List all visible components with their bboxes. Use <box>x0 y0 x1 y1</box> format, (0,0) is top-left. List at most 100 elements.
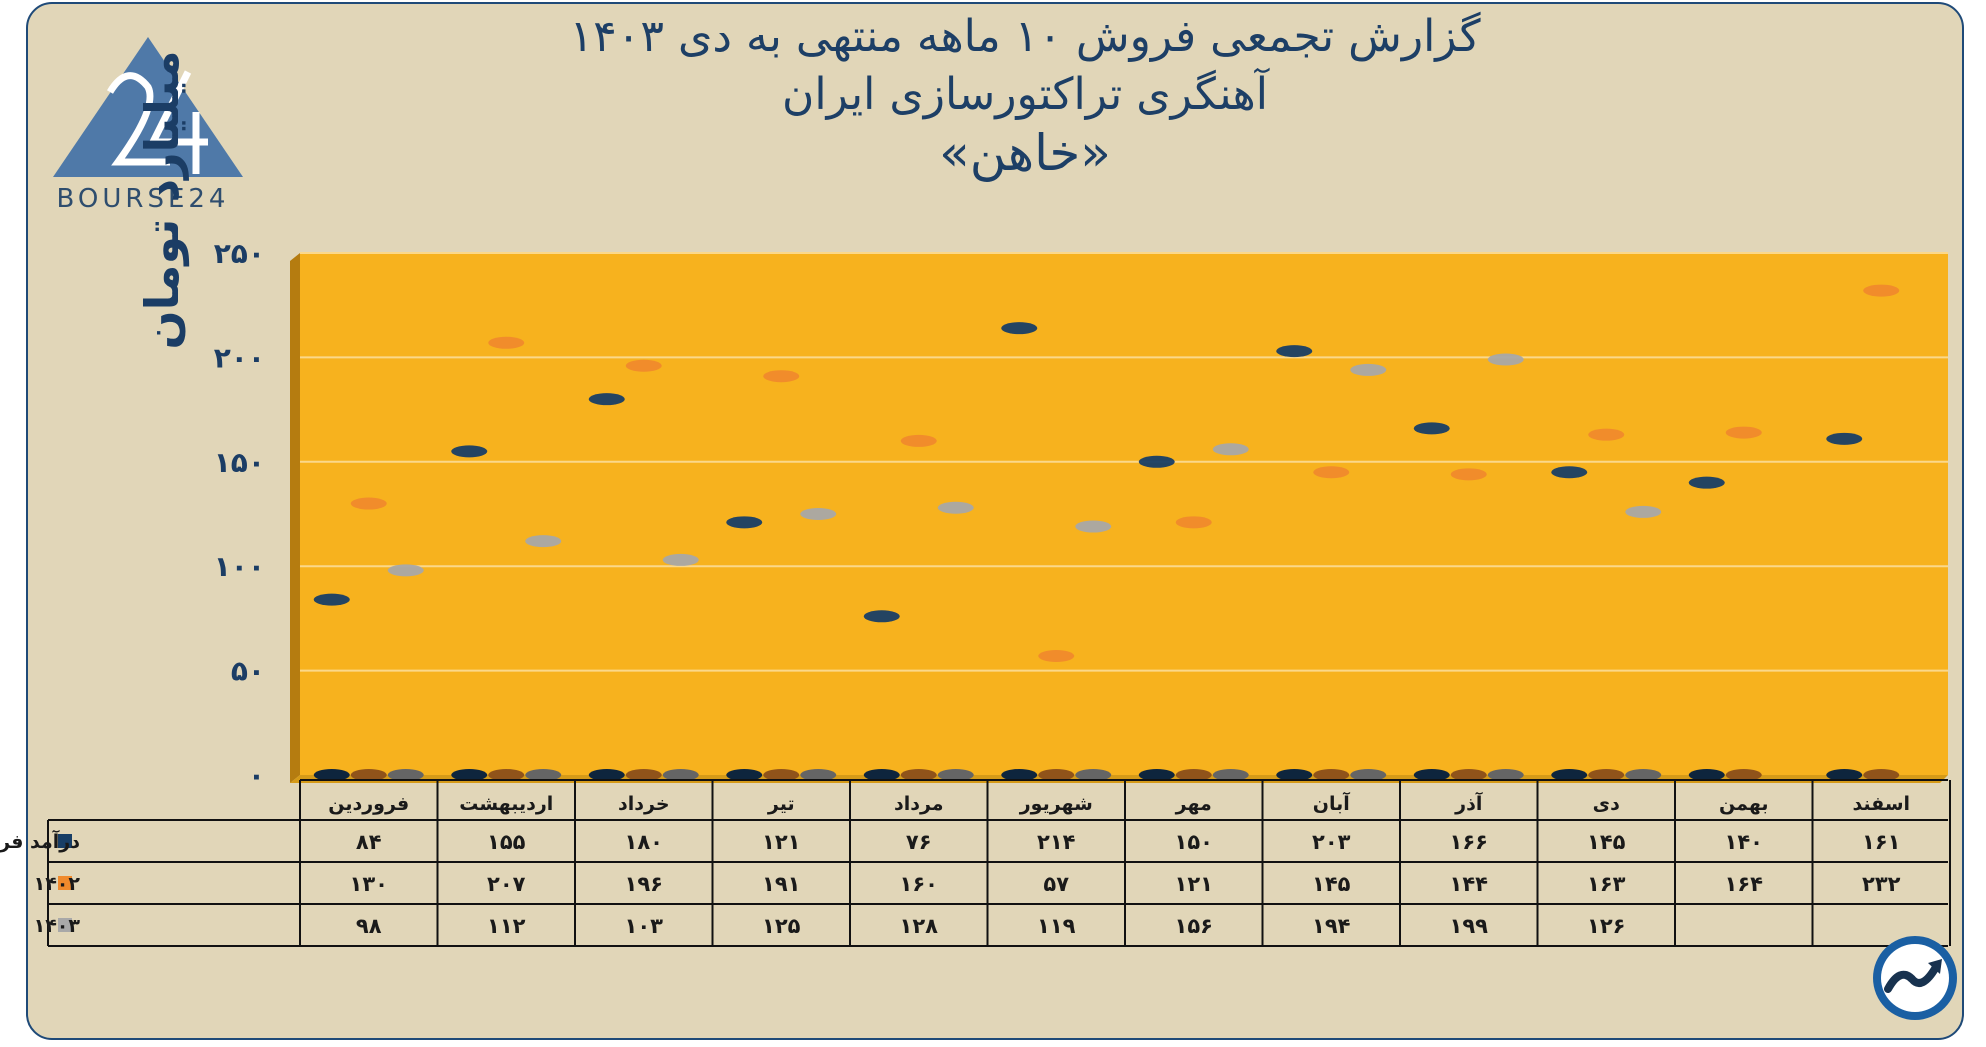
data-label: ۹۸ <box>356 914 382 938</box>
data-label: ۱۲۸ <box>900 914 939 938</box>
y-tick-label: ۵۰ <box>231 655 265 688</box>
category-label: آبان <box>1313 791 1350 815</box>
bar-cap <box>662 553 699 566</box>
bar <box>488 342 525 775</box>
bar <box>1212 449 1249 775</box>
bar-base <box>1863 769 1900 781</box>
data-label: ۱۹۶ <box>625 872 663 896</box>
bar-cap <box>1212 443 1249 456</box>
bar-base <box>1212 769 1249 781</box>
bar-base <box>863 769 900 781</box>
bar-base <box>900 769 937 781</box>
bar <box>1276 351 1313 775</box>
bar <box>1075 526 1112 775</box>
bar-cap <box>1276 345 1313 358</box>
data-label: ۲۰۳ <box>1312 830 1351 854</box>
logo-text: BOURSE24 <box>56 184 230 214</box>
data-label: ۱۹۹ <box>1450 914 1489 938</box>
data-label: ۱۵۶ <box>1175 914 1213 938</box>
data-label: ۲۳۲ <box>1862 872 1901 896</box>
bar <box>763 376 800 775</box>
bar <box>662 559 699 775</box>
data-label: ۱۵۰ <box>1175 830 1213 854</box>
bar-base <box>1450 769 1487 781</box>
data-label: ۲۰۷ <box>487 872 526 896</box>
data-label: ۱۲۶ <box>1587 914 1625 938</box>
title-line-3: «خاهن» <box>939 124 1111 182</box>
bar <box>1588 434 1625 775</box>
data-label: ۸۴ <box>356 830 382 854</box>
data-label: ۱۹۴ <box>1312 914 1351 938</box>
bar-cap <box>1725 426 1762 439</box>
bar-base <box>1487 769 1524 781</box>
bar-base <box>451 769 488 781</box>
category-label: اسفند <box>1852 793 1910 815</box>
bar <box>1863 290 1900 775</box>
category-label: شهریور <box>1019 793 1093 815</box>
data-label: ۱۶۰ <box>900 872 938 896</box>
category-label: مرداد <box>894 793 944 815</box>
bar <box>588 399 625 775</box>
bar-cap <box>1075 520 1112 533</box>
bar <box>1551 472 1588 775</box>
category-label: خرداد <box>618 793 670 815</box>
bar-cap <box>313 593 350 606</box>
bar-base <box>1826 769 1863 781</box>
bar-base <box>1688 769 1725 781</box>
bar <box>1625 511 1662 775</box>
bar <box>937 507 974 775</box>
data-label: ۱۶۶ <box>1450 830 1488 854</box>
data-label: ۱۴۵ <box>1312 872 1351 896</box>
y-tick-label: ۰ <box>248 759 265 792</box>
bar <box>1450 474 1487 775</box>
bar-cap <box>1863 284 1900 297</box>
title-line-1: گزارش تجمعی فروش ۱۰ ماهه منتهی به دی ۱۴۰… <box>569 11 1481 62</box>
category-label: اردیبهشت <box>459 793 553 815</box>
bar-cap <box>800 508 837 520</box>
bar-cap <box>863 610 900 623</box>
bar-cap <box>1588 428 1625 441</box>
bar-cap <box>1001 322 1038 335</box>
data-label: ۱۶۳ <box>1587 872 1626 896</box>
category-label: بهمن <box>1719 793 1769 815</box>
legend-swatch <box>58 834 72 848</box>
category-label: مهر <box>1175 793 1212 815</box>
bar-cap <box>350 497 387 510</box>
plot-area <box>300 253 1948 775</box>
bar-base <box>1075 769 1112 781</box>
bar-cap <box>488 336 525 349</box>
bar <box>800 514 837 775</box>
legend-swatch <box>58 876 72 890</box>
bar-base <box>313 769 350 781</box>
y-tick-label: ۱۰۰ <box>214 550 265 583</box>
bar-base <box>1625 769 1662 781</box>
bar <box>863 616 900 775</box>
bar-cap <box>1450 468 1487 481</box>
bar <box>1350 369 1387 775</box>
category-label: دی <box>1593 793 1620 815</box>
data-label: ۱۹۱ <box>762 872 800 896</box>
bar-cap <box>1313 466 1350 479</box>
bar <box>1487 359 1524 775</box>
category-label: تیر <box>767 793 795 815</box>
bar-base <box>1551 769 1588 781</box>
bar <box>350 503 387 775</box>
bar-base <box>763 769 800 781</box>
bar-cap <box>1350 363 1387 376</box>
data-label: ۱۴۴ <box>1450 872 1489 896</box>
title-block: گزارش تجمعی فروش ۱۰ ماهه منتهی به دی ۱۴۰… <box>450 8 1600 182</box>
bar-cap <box>726 516 763 529</box>
y-tick-label: ۲۰۰ <box>214 341 265 374</box>
data-label: ۱۲۱ <box>762 830 800 854</box>
bar-base <box>662 769 699 781</box>
bar-base <box>1175 769 1212 781</box>
plot-side-wall <box>290 253 300 783</box>
bar <box>1413 428 1450 775</box>
bar <box>1313 472 1350 775</box>
data-label: ۱۰۳ <box>625 914 664 938</box>
bar-cap <box>1175 516 1212 529</box>
bar-cap <box>1487 353 1524 366</box>
bar-cap <box>1413 422 1450 435</box>
